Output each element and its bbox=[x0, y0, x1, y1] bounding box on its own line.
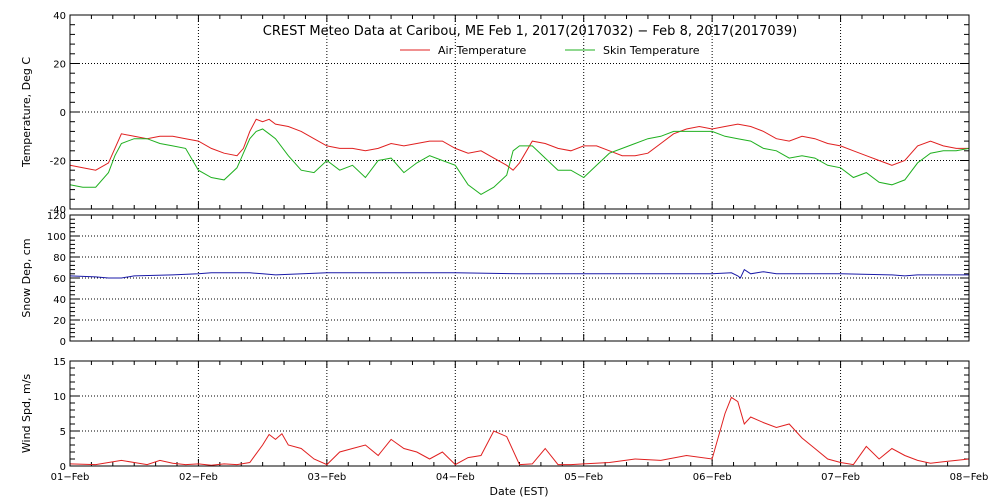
snow-depth-panel: 0 20 40 60 80 100 120 Snow Dep, cm bbox=[20, 211, 970, 348]
temperature-ytick-label: -40 bbox=[50, 205, 66, 216]
wind-speed-panel: 0 5 10 15 Wind Spd, m/s bbox=[20, 357, 970, 473]
wind-speed-ytick-label: 5 bbox=[60, 427, 66, 438]
snow-depth-ytick-label: 20 bbox=[53, 316, 66, 327]
temperature-y-axis-title: Temperature, Deg C bbox=[20, 57, 33, 168]
x-tick-label: 02−Feb bbox=[179, 472, 218, 483]
chart-panels: -40 -20 0 20 40 Temperature, Deg C Air Tempera… bbox=[20, 11, 988, 483]
temperature-ytick-label: 20 bbox=[53, 60, 66, 71]
snow-depth-ytick-label: 60 bbox=[53, 274, 66, 285]
temperature-panel: -40 -20 0 20 40 Temperature, Deg C Air Tempera… bbox=[20, 11, 970, 216]
temperature-ytick-label: 40 bbox=[53, 11, 66, 22]
snow-depth-ytick-label: 0 bbox=[60, 337, 66, 348]
snow-depth-y-axis-title: Snow Dep, cm bbox=[20, 238, 33, 317]
wind-speed-line bbox=[69, 396, 970, 466]
legend-label: Skin Temperature bbox=[603, 44, 700, 57]
legend-label: Air Temperature bbox=[438, 44, 527, 57]
temperature-ytick-label: 0 bbox=[60, 108, 66, 119]
x-tick-label: 03−Feb bbox=[307, 472, 346, 483]
wind-speed-y-axis-title: Wind Spd, m/s bbox=[20, 374, 33, 454]
wind-speed-ytick-label: 0 bbox=[60, 462, 66, 473]
air-temperature-line bbox=[69, 118, 969, 171]
x-tick-label: 08−Feb bbox=[950, 472, 989, 483]
snow-depth-ytick-label: 40 bbox=[53, 295, 66, 306]
legend: Air Temperature Skin Temperature bbox=[400, 44, 700, 57]
snow-depth-ytick-label: 80 bbox=[53, 253, 66, 264]
snow-depth-ytick-label: 100 bbox=[47, 232, 66, 243]
snow-depth-line bbox=[69, 268, 969, 279]
x-tick-label: 06−Feb bbox=[693, 472, 732, 483]
temperature-frame bbox=[69, 14, 970, 210]
x-tick-label: 05−Feb bbox=[564, 472, 603, 483]
temperature-ytick-label: -20 bbox=[50, 157, 66, 168]
x-tick-label: 07−Feb bbox=[821, 472, 860, 483]
figure-title: CREST Meteo Data at Caribou, ME Feb 1, 2… bbox=[263, 24, 797, 39]
wind-speed-frame bbox=[69, 360, 970, 467]
skin-temperature-line bbox=[69, 128, 970, 195]
x-tick-label: 01−Feb bbox=[51, 472, 90, 483]
wind-speed-ytick-label: 15 bbox=[53, 357, 66, 368]
snow-depth-frame bbox=[69, 214, 970, 342]
x-tick-label: 04−Feb bbox=[436, 472, 475, 483]
x-axis-title: Date (EST) bbox=[489, 485, 548, 498]
wind-speed-ytick-label: 10 bbox=[53, 392, 66, 403]
snow-depth-ytick-label: 120 bbox=[47, 211, 66, 222]
